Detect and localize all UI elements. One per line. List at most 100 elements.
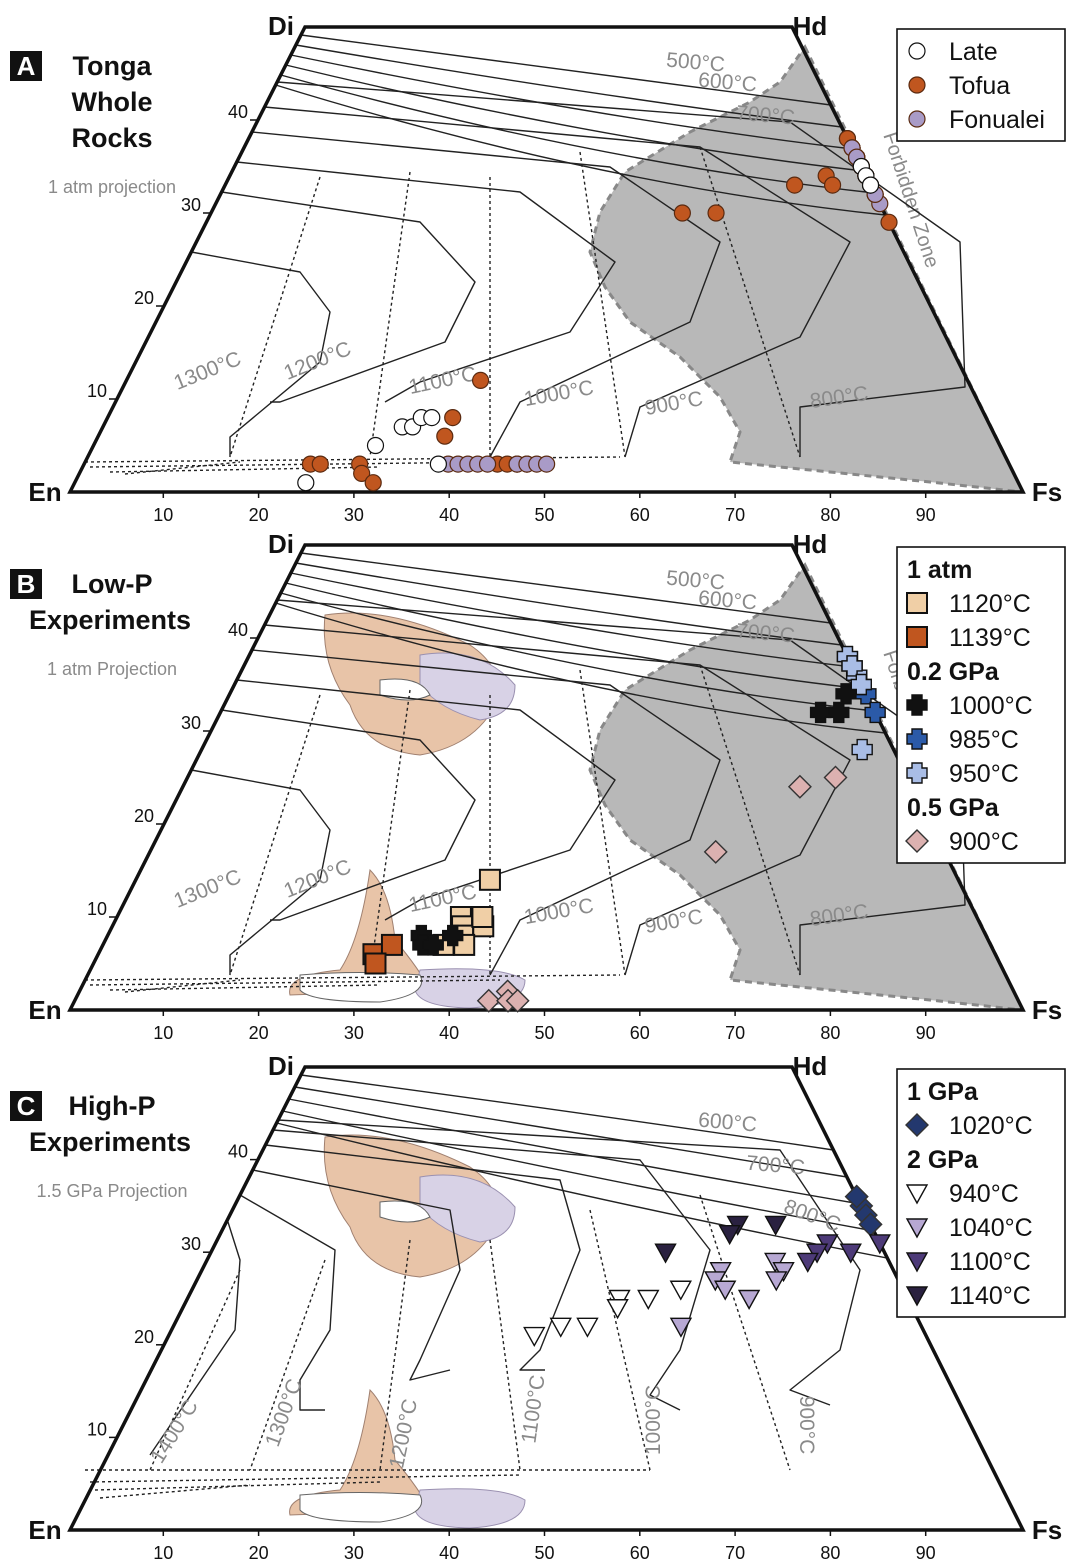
y-tick-label: 40 [228, 102, 248, 122]
panel-letter-box [10, 51, 42, 81]
isotherm-label: 700°C [735, 620, 795, 648]
data-point [429, 455, 447, 473]
legend-header: 0.5 GPa [907, 794, 1000, 822]
isotherm-curve [264, 624, 851, 976]
data-point [380, 933, 403, 956]
corner-label-fs: Fs [1032, 477, 1062, 507]
isotherm-label: 900°C [795, 1396, 818, 1455]
x-tick-label: 20 [249, 505, 269, 525]
isotherm-upper [285, 64, 864, 172]
data-point [864, 701, 886, 724]
data-point [850, 673, 872, 696]
corner-label-di: Di [268, 1051, 294, 1081]
legend-label: 1139°C [949, 624, 1031, 652]
projection-label: 1 atm Projection [47, 659, 177, 679]
isotherm-curve [221, 709, 476, 921]
projection-label: 1 atm projection [48, 177, 176, 197]
x-tick-label: 80 [820, 1543, 840, 1562]
y-tick-label: 10 [87, 899, 107, 919]
isotherm-curve [236, 679, 616, 921]
isotherm-curve [265, 1144, 581, 1371]
projection-label: 1.5 GPa Projection [36, 1181, 187, 1201]
pigeonite-tie [99, 1484, 251, 1499]
isotherm-label: 600°C [697, 587, 757, 615]
x-tick-label: 10 [153, 1023, 173, 1043]
legend-header: 1 GPa [907, 1078, 979, 1106]
panel-c: 1400°C 1300°C 1200°C 1100°C 1000°C 900°C800°C… [10, 1051, 1066, 1562]
y-tick-label: 40 [228, 1142, 248, 1162]
data-point [606, 1299, 629, 1320]
late-low-field [299, 972, 422, 1003]
data-point [423, 409, 441, 427]
late-low-field [299, 1492, 422, 1523]
data-point [714, 1280, 737, 1301]
isotherm-label: 800°C [781, 1195, 844, 1237]
data-point [669, 1317, 693, 1338]
data-point [364, 474, 382, 492]
x-tick-label: 80 [820, 1023, 840, 1043]
data-point [444, 409, 462, 427]
data-point [737, 1289, 761, 1310]
corner-label-hd: Hd [793, 1051, 828, 1081]
data-point [422, 934, 444, 956]
isotherm-label: 1000°C [642, 1385, 665, 1455]
data-point [828, 701, 850, 724]
x-tick-label: 60 [630, 505, 650, 525]
pigeonite-tie [84, 974, 621, 981]
isotherm-upper [275, 84, 886, 216]
panel-title-line: Rocks [71, 123, 152, 153]
data-point [673, 204, 691, 222]
corner-label-en: En [28, 995, 61, 1025]
x-tick-label: 10 [153, 1543, 173, 1562]
pigeonite-tie [89, 1474, 521, 1483]
forbidden-zone [588, 44, 1026, 494]
legend-label: 1140°C [949, 1282, 1031, 1310]
legend-label: Fonualei [949, 106, 1045, 134]
pigeonite-tie [124, 461, 241, 475]
y-tick-label: 30 [181, 195, 201, 215]
y-tick-label: 20 [134, 806, 154, 826]
isotherm-label: 1100°C [407, 362, 479, 399]
isotherm-label: 1200°C [281, 855, 355, 903]
legend-marker [905, 1286, 929, 1307]
legend-header: 0.2 GPa [907, 658, 1000, 686]
fonualei-low-field [414, 1488, 526, 1529]
isotherm-upper [295, 562, 842, 646]
data-point [471, 371, 490, 389]
tie-line [249, 1259, 326, 1471]
trapezoid-frame [67, 543, 1026, 1012]
data-point [868, 1234, 891, 1255]
data-point [364, 952, 387, 975]
x-tick-label: 70 [725, 505, 745, 525]
isotherm-curve [251, 649, 721, 976]
isotherm-label: 1200°C [281, 337, 355, 385]
isotherm-label: 600°C [697, 69, 757, 97]
data-point [353, 464, 371, 482]
isotherm-curve [191, 251, 331, 457]
x-tick-label: 20 [249, 1023, 269, 1043]
x-tick-label: 70 [725, 1023, 745, 1043]
isotherm-label: 1400°C [146, 1396, 203, 1468]
legend-box [896, 1068, 1066, 1318]
legend-marker [906, 592, 928, 614]
data-point [809, 701, 832, 724]
isotherm-curve [191, 769, 331, 975]
tie-line [489, 1239, 521, 1471]
y-tick-label: 20 [134, 1327, 154, 1347]
data-point [718, 1224, 741, 1246]
data-point [764, 1215, 787, 1236]
y-tick-label: 10 [87, 381, 107, 401]
corner-label-di: Di [268, 11, 294, 41]
x-tick-label: 70 [725, 1543, 745, 1562]
isotherm-curve [272, 1129, 711, 1411]
panel-title-line: Tonga [73, 51, 153, 81]
data-point [654, 1243, 677, 1264]
trapezoid-frame [67, 1065, 1026, 1532]
y-tick-label: 30 [181, 1234, 201, 1254]
legend-marker [905, 1252, 929, 1273]
data-point [839, 1243, 862, 1264]
legend-marker [906, 728, 928, 750]
isotherm-curve [277, 81, 966, 457]
x-tick-label: 90 [916, 1543, 936, 1562]
